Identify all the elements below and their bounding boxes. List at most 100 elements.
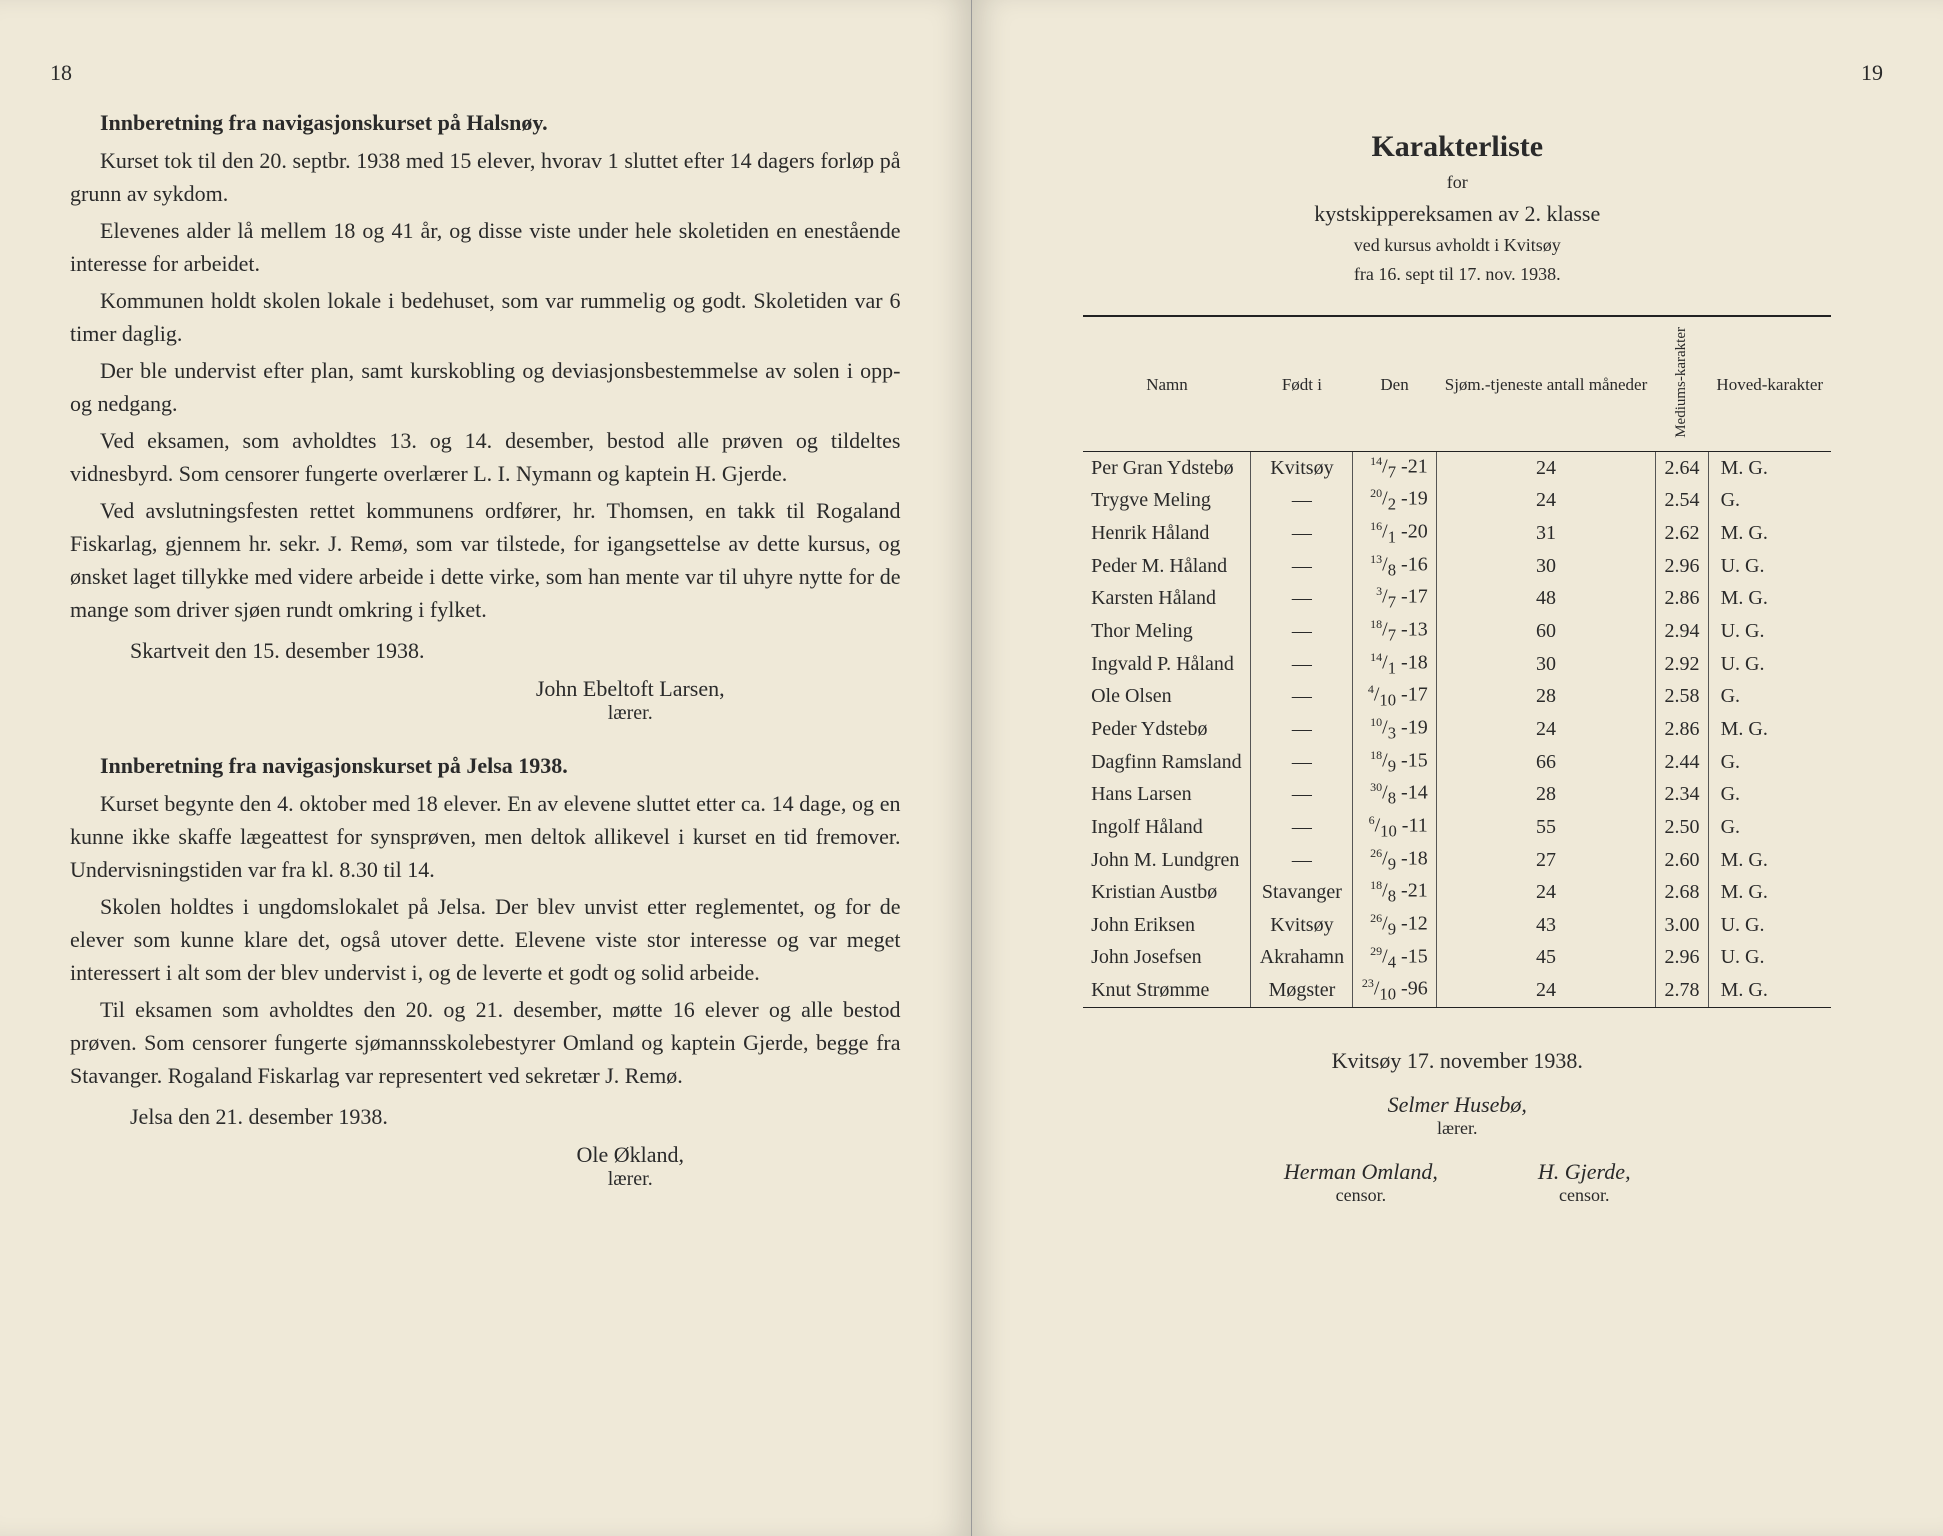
censor-2-name: H. Gjerde, xyxy=(1538,1159,1631,1185)
table-row: Ingvald P. Håland—14/1 -18302.92U. G. xyxy=(1083,648,1831,681)
cell-main: G. xyxy=(1708,811,1831,844)
cell-date: 14/1 -18 xyxy=(1353,648,1436,681)
table-row: Henrik Håland—16/1 -20312.62M. G. xyxy=(1083,517,1831,550)
cell-medium: 2.62 xyxy=(1656,517,1708,550)
cell-born: — xyxy=(1251,778,1353,811)
cell-born: — xyxy=(1251,844,1353,877)
cell-main: M. G. xyxy=(1708,876,1831,909)
cell-medium: 2.86 xyxy=(1656,713,1708,746)
cell-date: 16/1 -20 xyxy=(1353,517,1436,550)
cell-date: 23/10 -96 xyxy=(1353,974,1436,1007)
cell-main: M. G. xyxy=(1708,517,1831,550)
cell-date: 18/7 -13 xyxy=(1353,615,1436,648)
s2-p1: Skolen holdtes i ungdomslokalet på Jelsa… xyxy=(70,890,901,989)
cell-main: G. xyxy=(1708,680,1831,713)
col-date: Den xyxy=(1353,321,1436,449)
s1-sigrole: lærer. xyxy=(360,702,901,725)
cell-name: Henrik Håland xyxy=(1083,517,1251,550)
cell-medium: 2.92 xyxy=(1656,648,1708,681)
cell-name: Trygve Meling xyxy=(1083,484,1251,517)
cell-name: Ingvald P. Håland xyxy=(1083,648,1251,681)
table-row: Trygve Meling—20/2 -19242.54G. xyxy=(1083,484,1831,517)
cell-medium: 2.60 xyxy=(1656,844,1708,877)
right-page: 19 Karakterliste for kystskippereksamen … xyxy=(972,0,1943,1536)
title-dates: fra 16. sept til 17. nov. 1938. xyxy=(1042,264,1874,285)
cell-name: Per Gran Ydstebø xyxy=(1083,451,1251,484)
s1-p4: Ved eksamen, som avholdtes 13. og 14. de… xyxy=(70,424,901,490)
cell-date: 6/10 -11 xyxy=(1353,811,1436,844)
cell-name: Knut Strømme xyxy=(1083,974,1251,1007)
cell-name: Dagfinn Ramsland xyxy=(1083,746,1251,779)
censor-1-name: Herman Omland, xyxy=(1284,1159,1438,1185)
cell-months: 31 xyxy=(1436,517,1656,550)
cell-months: 24 xyxy=(1436,974,1656,1007)
subtitle: kystskippereksamen av 2. klasse xyxy=(1042,201,1874,227)
cell-months: 55 xyxy=(1436,811,1656,844)
left-content: Innberetning fra navigasjonskurset på Ha… xyxy=(70,110,901,1191)
cell-main: M. G. xyxy=(1708,974,1831,1007)
cell-main: U. G. xyxy=(1708,615,1831,648)
cell-date: 29/4 -15 xyxy=(1353,942,1436,975)
cell-main: U. G. xyxy=(1708,942,1831,975)
censor-2-role: censor. xyxy=(1538,1185,1631,1206)
cell-born: — xyxy=(1251,680,1353,713)
cell-medium: 2.68 xyxy=(1656,876,1708,909)
cell-born: — xyxy=(1251,517,1353,550)
cell-medium: 2.34 xyxy=(1656,778,1708,811)
table-row: Per Gran YdstebøKvitsøy14/7 -21242.64M. … xyxy=(1083,451,1831,484)
left-page: 18 Innberetning fra navigasjonskurset på… xyxy=(0,0,972,1536)
cell-medium: 2.64 xyxy=(1656,451,1708,484)
table-row: Ingolf Håland—6/10 -11552.50G. xyxy=(1083,811,1831,844)
s1-p2: Kommunen holdt skolen lokale i bedehuset… xyxy=(70,284,901,350)
col-months: Sjøm.-tjeneste antall måneder xyxy=(1436,321,1656,449)
cell-main: G. xyxy=(1708,746,1831,779)
table-row: Peder M. Håland—13/8 -16302.96U. G. xyxy=(1083,550,1831,583)
cell-date: 13/8 -16 xyxy=(1353,550,1436,583)
cell-name: Thor Meling xyxy=(1083,615,1251,648)
s2-sigrole: lærer. xyxy=(360,1168,901,1191)
cell-medium: 2.78 xyxy=(1656,974,1708,1007)
cell-name: John M. Lundgren xyxy=(1083,844,1251,877)
cell-months: 24 xyxy=(1436,451,1656,484)
censor-1: Herman Omland, censor. xyxy=(1284,1159,1438,1206)
cell-months: 28 xyxy=(1436,778,1656,811)
cell-medium: 2.54 xyxy=(1656,484,1708,517)
cell-date: 3/7 -17 xyxy=(1353,582,1436,615)
s2-signame: Ole Økland, xyxy=(360,1142,901,1168)
s1-p0: Kurset tok til den 20. septbr. 1938 med … xyxy=(70,144,901,210)
section1-heading: Innberetning fra navigasjonskurset på Ha… xyxy=(70,110,901,136)
cell-months: 28 xyxy=(1436,680,1656,713)
cell-medium: 2.44 xyxy=(1656,746,1708,779)
cell-born: Akrahamn xyxy=(1251,942,1353,975)
s1-p5: Ved avslutningsfesten rettet kommunens o… xyxy=(70,494,901,626)
cell-months: 43 xyxy=(1436,909,1656,942)
cell-born: — xyxy=(1251,713,1353,746)
cell-born: — xyxy=(1251,648,1353,681)
cell-born: — xyxy=(1251,746,1353,779)
cell-name: Ole Olsen xyxy=(1083,680,1251,713)
cell-months: 30 xyxy=(1436,550,1656,583)
cell-main: M. G. xyxy=(1708,582,1831,615)
s1-p3: Der ble undervist efter plan, samt kursk… xyxy=(70,354,901,420)
cell-name: Kristian Austbø xyxy=(1083,876,1251,909)
s1-date: Skartveit den 15. desember 1938. xyxy=(70,638,901,664)
cell-months: 60 xyxy=(1436,615,1656,648)
table-row: Karsten Håland—3/7 -17482.86M. G. xyxy=(1083,582,1831,615)
table-row: Dagfinn Ramsland—18/9 -15662.44G. xyxy=(1083,746,1831,779)
cell-medium: 2.86 xyxy=(1656,582,1708,615)
cell-name: Peder Ydstebø xyxy=(1083,713,1251,746)
cell-born: — xyxy=(1251,550,1353,583)
cell-born: — xyxy=(1251,615,1353,648)
s2-date: Jelsa den 21. desember 1938. xyxy=(70,1104,901,1130)
cell-date: 30/8 -14 xyxy=(1353,778,1436,811)
table-row: Peder Ydstebø—10/3 -19242.86M. G. xyxy=(1083,713,1831,746)
cell-medium: 2.50 xyxy=(1656,811,1708,844)
table-row: Ole Olsen—4/10 -17282.58G. xyxy=(1083,680,1831,713)
cell-date: 26/9 -18 xyxy=(1353,844,1436,877)
table-row: Hans Larsen—30/8 -14282.34G. xyxy=(1083,778,1831,811)
cell-medium: 3.00 xyxy=(1656,909,1708,942)
cell-main: U. G. xyxy=(1708,648,1831,681)
cell-months: 27 xyxy=(1436,844,1656,877)
cell-months: 66 xyxy=(1436,746,1656,779)
table-row: John M. Lundgren—26/9 -18272.60M. G. xyxy=(1083,844,1831,877)
